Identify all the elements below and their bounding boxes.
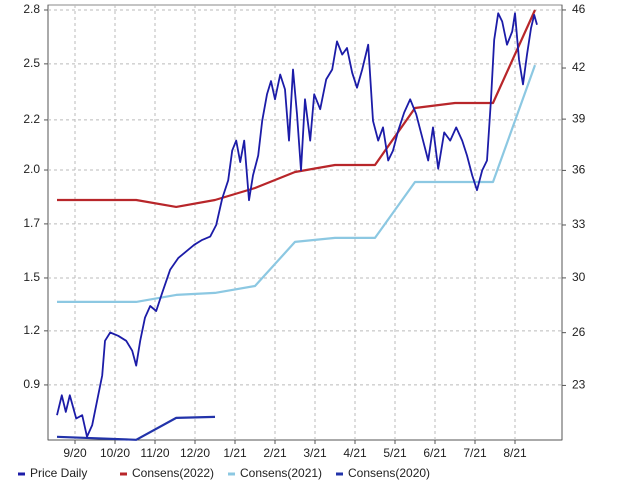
y2-tick-label: 26 — [572, 325, 586, 339]
legend-label: Consens(2020) — [348, 466, 430, 480]
x-tick-label: 1/21 — [223, 446, 247, 460]
y2-tick-label: 33 — [572, 217, 586, 231]
plot-area — [47, 4, 563, 441]
y-tick-label: 1.2 — [23, 323, 40, 337]
series-line — [56, 12, 538, 438]
y2-tick-label: 36 — [572, 163, 586, 177]
y-tick-label: 2.8 — [23, 2, 40, 16]
x-tick-label: 8/21 — [503, 446, 527, 460]
y2-tick-label: 46 — [572, 2, 586, 16]
y-tick-label: 0.9 — [23, 377, 40, 391]
legend-label: Consens(2021) — [240, 466, 322, 480]
y-tick-label: 1.5 — [23, 270, 40, 284]
y2-tick-label: 39 — [572, 111, 586, 125]
series-line — [57, 9, 537, 208]
x-tick-label: 6/21 — [423, 446, 447, 460]
y-tick-label: 2.2 — [23, 112, 40, 126]
y2-tick-label: 30 — [572, 270, 586, 284]
x-tick-label: 12/20 — [180, 446, 210, 460]
series-line — [57, 64, 537, 303]
y-tick-label: 2.0 — [23, 162, 40, 176]
x-tick-label: 4/21 — [343, 446, 367, 460]
y2-tick-label: 42 — [572, 60, 586, 74]
x-tick-label: 3/21 — [303, 446, 327, 460]
x-tick-label: 9/20 — [63, 446, 87, 460]
legend-label: Consens(2022) — [132, 466, 214, 480]
x-tick-label: 5/21 — [383, 446, 407, 460]
y-tick-label: 2.5 — [23, 56, 40, 70]
x-tick-label: 7/21 — [463, 446, 487, 460]
x-tick-label: 2/21 — [263, 446, 287, 460]
series-line — [56, 415, 216, 441]
x-tick-label: 11/20 — [140, 446, 169, 460]
legend-label: Price Daily — [30, 466, 87, 480]
y-tick-label: 1.7 — [23, 216, 40, 230]
x-tick-label: 10/20 — [100, 446, 130, 460]
y2-tick-label: 23 — [572, 378, 586, 392]
